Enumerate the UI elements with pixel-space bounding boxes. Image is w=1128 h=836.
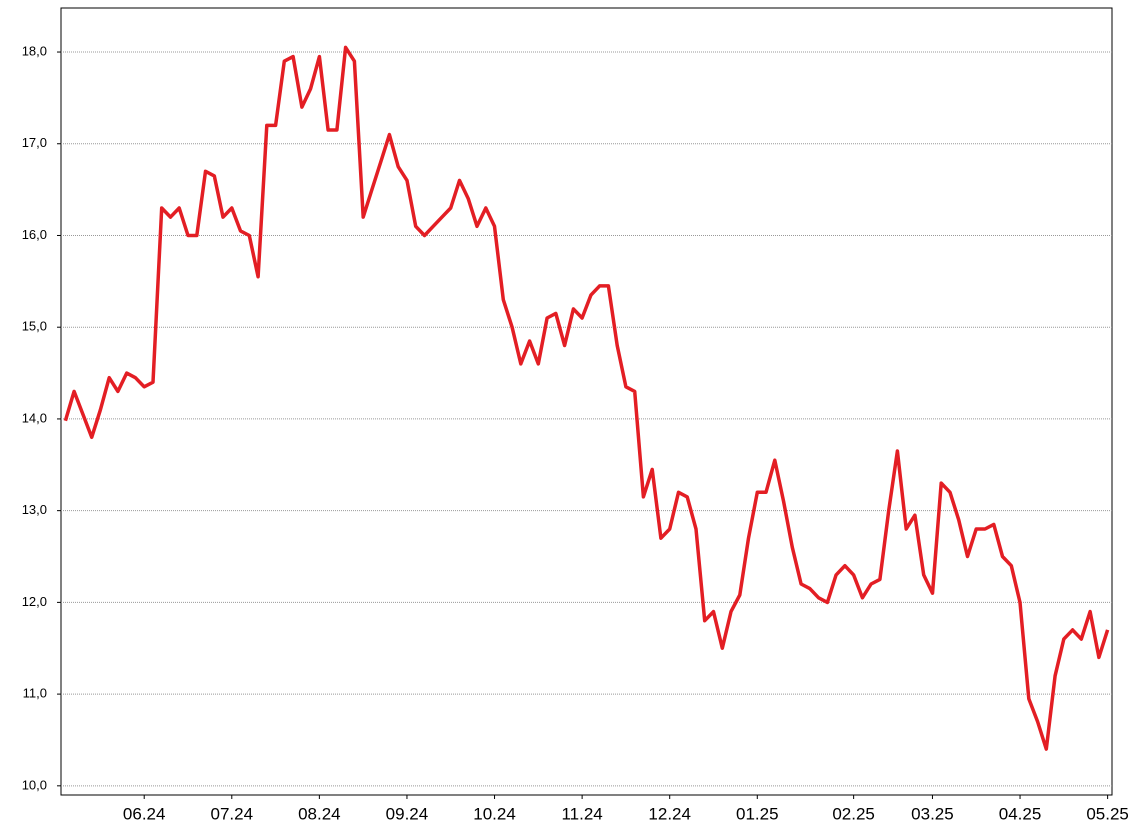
y-tick-label: 10,0	[22, 777, 47, 792]
plot-area	[60, 7, 1113, 796]
x-tick-label: 09.24	[386, 804, 429, 823]
y-tick-label: 14,0	[22, 410, 47, 425]
x-tick-label: 11.24	[561, 804, 602, 823]
y-tick-label: 16,0	[22, 227, 47, 242]
x-tick-label: 10.24	[473, 804, 516, 823]
x-tick-label: 08.24	[298, 804, 341, 823]
y-tick-label: 18,0	[22, 43, 47, 58]
x-tick-label: 05.25	[1086, 804, 1128, 823]
x-tick-label: 06.24	[123, 804, 166, 823]
x-tick-label: 02.25	[832, 804, 875, 823]
x-tick-label: 04.25	[999, 804, 1042, 823]
y-tick-label: 17,0	[22, 135, 47, 150]
y-tick-label: 12,0	[22, 594, 47, 609]
line	[63, 45, 1110, 751]
x-tick-label: 03.25	[911, 804, 954, 823]
x-tick-label: 12.24	[648, 804, 691, 823]
x-tick-label: 01.25	[736, 804, 779, 823]
x-tick-label: 07.24	[211, 804, 254, 823]
y-tick-label: 11,0	[23, 686, 47, 701]
y-tick-label: 15,0	[22, 319, 47, 334]
y-tick-label: 13,0	[22, 502, 47, 517]
